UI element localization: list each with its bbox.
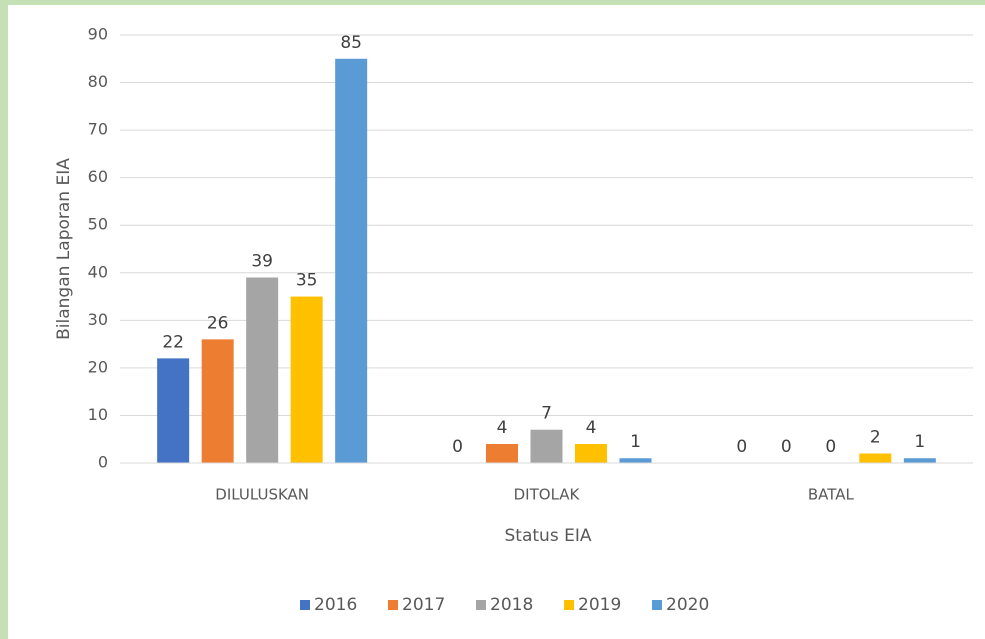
y-tick-label: 80	[88, 72, 108, 91]
data-label: 2	[870, 427, 881, 447]
data-label: 7	[541, 404, 552, 424]
data-label: 39	[251, 252, 273, 272]
legend-swatch	[476, 600, 486, 610]
y-tick-label: 0	[98, 453, 108, 472]
data-label: 0	[736, 437, 747, 457]
bar	[335, 58, 368, 464]
x-axis-title: Status EIA	[505, 526, 592, 546]
x-tick-label: BATAL	[808, 486, 855, 504]
data-label: 4	[497, 418, 508, 438]
x-tick-label: DITOLAK	[514, 486, 581, 504]
data-label: 35	[296, 271, 318, 291]
bar	[903, 458, 936, 463]
legend-label: 2020	[666, 595, 709, 615]
data-label: 0	[781, 437, 792, 457]
data-label: 85	[340, 33, 362, 53]
x-tick-label: DILULUSKAN	[215, 486, 309, 504]
y-tick-label: 90	[88, 25, 108, 44]
data-label: 26	[207, 313, 229, 333]
legend-label: 2018	[490, 595, 533, 615]
legend-label: 2019	[578, 595, 621, 615]
y-tick-label: 60	[88, 167, 108, 186]
bar	[290, 296, 323, 463]
data-label: 0	[825, 437, 836, 457]
y-tick-label: 70	[88, 120, 108, 139]
bar	[575, 443, 607, 463]
y-axis-title: Bilangan Laporan EIA	[54, 158, 74, 340]
y-tick-label: 30	[88, 310, 108, 329]
bar	[619, 458, 652, 463]
legend-swatch	[300, 600, 310, 610]
legend-swatch	[388, 600, 398, 610]
legend-label: 2016	[314, 595, 357, 615]
data-label: 0	[452, 437, 463, 457]
chart-area	[8, 5, 985, 639]
data-label: 1	[630, 432, 641, 452]
bar	[530, 429, 563, 463]
legend-swatch	[564, 600, 574, 610]
y-tick-label: 10	[88, 405, 108, 424]
bar	[246, 277, 279, 463]
bar	[157, 358, 190, 463]
y-tick-label: 50	[88, 215, 108, 234]
bar	[201, 339, 234, 463]
bar	[486, 443, 518, 463]
data-label: 4	[586, 418, 597, 438]
data-label: 22	[162, 332, 184, 352]
y-tick-label: 40	[88, 262, 108, 281]
bar	[859, 453, 892, 463]
legend-label: 2017	[402, 595, 445, 615]
y-tick-label: 20	[88, 357, 108, 376]
data-label: 1	[914, 432, 925, 452]
legend-swatch	[652, 600, 662, 610]
